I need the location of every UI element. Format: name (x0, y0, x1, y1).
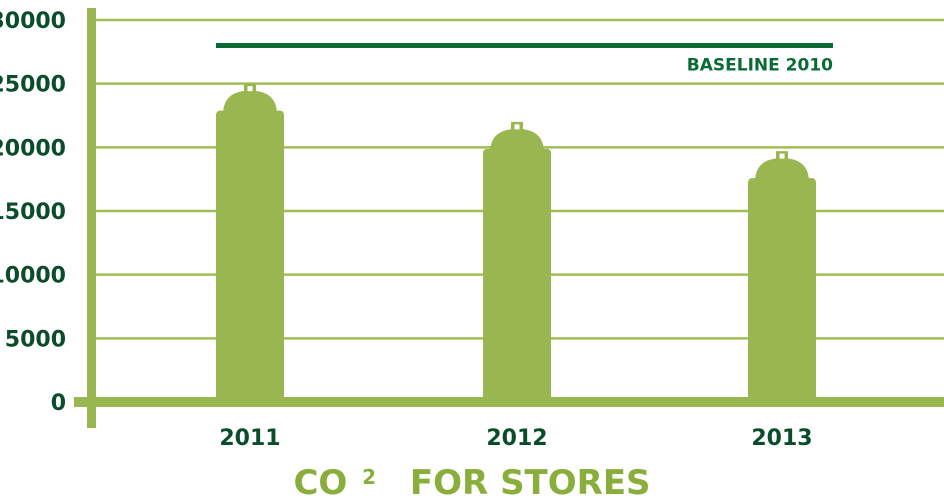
bar-nozzle-hole (779, 153, 785, 159)
x-tick-label: 2011 (219, 426, 280, 451)
y-tick-label: 15000 (0, 200, 66, 225)
bar-dome (223, 90, 277, 115)
bar-2011 (216, 83, 284, 405)
baseline-label: BASELINE 2010 (687, 55, 833, 75)
chart-title: CO 2 FOR STORES (293, 453, 650, 502)
x-tick-label: 2012 (486, 426, 547, 451)
bar-nozzle-hole (514, 124, 520, 130)
bar-2013 (748, 151, 816, 404)
bar-dome (755, 158, 809, 183)
y-axis (87, 8, 96, 428)
title-subscript: 2 (362, 465, 376, 489)
bars (216, 83, 816, 405)
title-co: CO (293, 463, 347, 502)
y-tick-label: 30000 (0, 9, 66, 34)
y-tick-label: 25000 (0, 73, 66, 98)
x-tick-labels: 2011 2012 2013 (219, 426, 812, 451)
bar-body (216, 114, 284, 405)
bar-body (483, 152, 551, 404)
y-tick-label: 20000 (0, 136, 66, 161)
bar-body (748, 182, 816, 404)
bar-dome (490, 128, 544, 153)
y-tick-label: 0 (51, 391, 66, 416)
y-tick-label: 5000 (5, 327, 66, 352)
x-tick-label: 2013 (751, 426, 812, 451)
title-rest: FOR STORES (410, 463, 651, 502)
baseline: BASELINE 2010 (216, 42, 833, 75)
bar-nozzle-hole (247, 86, 253, 92)
bar-2012 (483, 121, 551, 404)
